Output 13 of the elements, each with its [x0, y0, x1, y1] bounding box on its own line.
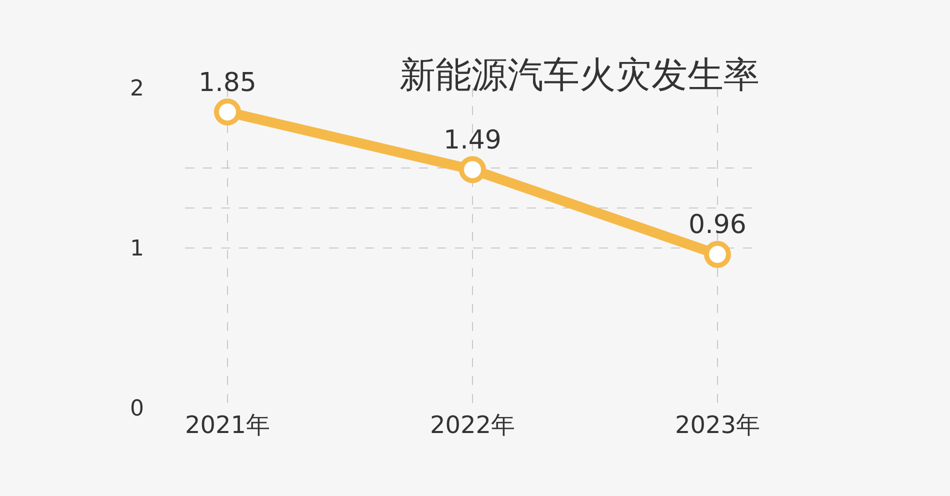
point — [459, 156, 486, 184]
y-tick-label: 1 — [130, 236, 144, 262]
data-label: 1.85 — [198, 68, 256, 98]
point — [214, 98, 241, 126]
data-label: 0.96 — [688, 210, 746, 240]
chart-title: 新能源汽车火灾发生率 — [400, 55, 760, 96]
data-label: 1.49 — [444, 125, 502, 156]
x-tick-label: 2023年 — [674, 411, 760, 439]
x-tick-label: 2021年 — [184, 411, 270, 439]
x-tick-label: 2022年 — [430, 411, 516, 439]
point — [704, 240, 731, 268]
y-tick-label: 0 — [130, 396, 144, 422]
y-tick-label: 2 — [130, 76, 144, 102]
